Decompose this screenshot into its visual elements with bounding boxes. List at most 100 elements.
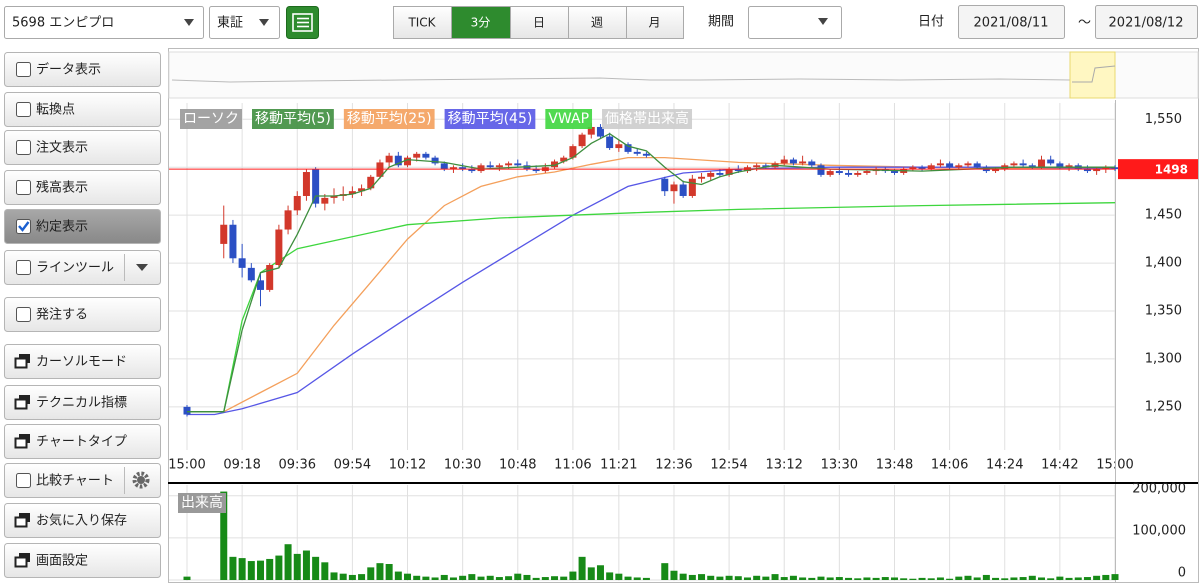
candle-body — [422, 153, 430, 158]
y-tick-label: 1,300 — [1145, 351, 1182, 366]
candle-body — [753, 165, 761, 168]
volume-bar — [670, 570, 678, 580]
sidebar-label: カーソルモード — [36, 355, 127, 370]
range-select[interactable] — [748, 6, 842, 39]
chart-frame — [168, 48, 1199, 583]
period-button[interactable]: 週 — [568, 6, 627, 39]
candle-body — [220, 224, 228, 244]
candle-body — [358, 188, 366, 192]
sidebar-button[interactable]: お気に入り保存 — [4, 503, 161, 538]
sidebar-button[interactable]: 比較チャート — [4, 463, 161, 498]
y-tick-label: 0 — [1178, 566, 1186, 581]
sidebar-button[interactable]: 約定表示 — [4, 209, 161, 244]
sidebar-button[interactable]: 注文表示 — [4, 130, 161, 165]
volume-bar — [505, 576, 513, 580]
period-button[interactable]: 月 — [626, 6, 684, 39]
volume-bar — [321, 562, 329, 580]
period-button[interactable]: TICK — [393, 6, 452, 39]
sidebar-button[interactable]: カーソルモード — [4, 344, 161, 379]
candle-body — [413, 153, 421, 158]
sidebar-button-bg — [4, 170, 161, 205]
candle-body — [183, 406, 191, 415]
sidebar-button[interactable]: ラインツール — [4, 250, 161, 285]
symbol-select[interactable]: 5698 エンピプロ — [4, 6, 204, 39]
window-icon-front — [14, 437, 28, 449]
y-tick-label: 100,000 — [1132, 523, 1186, 538]
period-button-bg — [568, 6, 627, 39]
volume-bar — [1037, 577, 1045, 580]
checkbox — [16, 180, 31, 195]
sidebar-button-bg — [4, 463, 161, 498]
candle-body — [1083, 169, 1091, 172]
y-tick-label: 1,250 — [1145, 399, 1182, 414]
sidebar-button[interactable]: チャートタイプ — [4, 424, 161, 459]
volume-bar — [642, 577, 650, 580]
volume-bar — [339, 573, 347, 580]
sidebar-button[interactable]: 画面設定 — [4, 543, 161, 578]
x-tick-label: 11:21 — [600, 458, 637, 473]
volume-bar — [1111, 574, 1119, 580]
candle-body — [964, 163, 972, 166]
x-tick-label: 13:48 — [876, 458, 913, 473]
period-button[interactable]: 3分 — [451, 6, 511, 39]
sidebar-button-bg — [4, 385, 161, 420]
volume-bar — [431, 577, 439, 580]
sidebar-button[interactable]: 転換点 — [4, 92, 161, 127]
candle-body — [1056, 163, 1064, 168]
volume-bar — [486, 575, 494, 580]
candle-body — [404, 157, 412, 166]
candle-body — [1010, 163, 1018, 166]
volume-bar — [973, 577, 981, 580]
volume-title: 出来高 — [181, 494, 223, 511]
volume-bar — [817, 576, 825, 580]
sidebar-button-bg — [4, 52, 161, 87]
sidebar-label: お気に入り保存 — [36, 513, 127, 529]
candle-body — [808, 161, 816, 166]
volume-bar — [936, 577, 944, 580]
sidebar-label: ラインツール — [36, 261, 114, 276]
sidebar-button[interactable]: 残高表示 — [4, 170, 161, 205]
legend-swatch — [545, 109, 593, 129]
checkbox — [16, 473, 31, 488]
period-label: 週 — [591, 16, 603, 30]
volume-bar — [266, 558, 274, 580]
volume-bar — [707, 575, 715, 580]
candle-body — [927, 165, 935, 170]
date-to[interactable]: 2021/08/12 — [1095, 5, 1198, 39]
candle-body — [936, 163, 944, 166]
volume-bar — [753, 575, 761, 580]
sidebar-button[interactable]: テクニカル指標 — [4, 385, 161, 420]
list-button[interactable] — [286, 6, 319, 39]
volume-bar — [927, 578, 935, 580]
volume-bar — [1102, 574, 1110, 580]
candle-body — [670, 184, 678, 192]
candle-body — [1102, 167, 1110, 170]
volume-bar — [220, 491, 228, 580]
period-button-bg — [626, 6, 684, 39]
volume-bar — [826, 577, 834, 580]
x-tick-label: 13:30 — [821, 458, 858, 473]
volume-bar — [477, 576, 485, 580]
market-select[interactable]: 東証 — [209, 6, 280, 39]
volume-bar — [1074, 577, 1082, 580]
legend-swatch — [180, 109, 242, 129]
window-icon-front — [14, 398, 28, 410]
market: 東証 — [217, 15, 243, 31]
volume-bar — [183, 576, 191, 580]
candle-body — [679, 184, 687, 196]
date-from[interactable]: 2021/08/11 — [958, 5, 1065, 39]
x-tick-label: 10:30 — [444, 458, 481, 473]
sidebar-button[interactable]: データ表示 — [4, 52, 161, 87]
sidebar-button[interactable]: 発注する — [4, 297, 161, 332]
sidebar-label: 比較チャート — [36, 474, 114, 489]
period-button[interactable]: 日 — [510, 6, 569, 39]
volume-bar — [946, 578, 954, 580]
volume-bar — [955, 576, 963, 580]
volume-bar — [808, 577, 816, 580]
checkmark — [18, 221, 30, 232]
candle-body — [514, 163, 522, 166]
x-tick-label: 12:36 — [655, 458, 692, 473]
candle-body — [275, 229, 283, 265]
last-price-tag — [1118, 159, 1198, 180]
volume-bar — [275, 555, 283, 580]
